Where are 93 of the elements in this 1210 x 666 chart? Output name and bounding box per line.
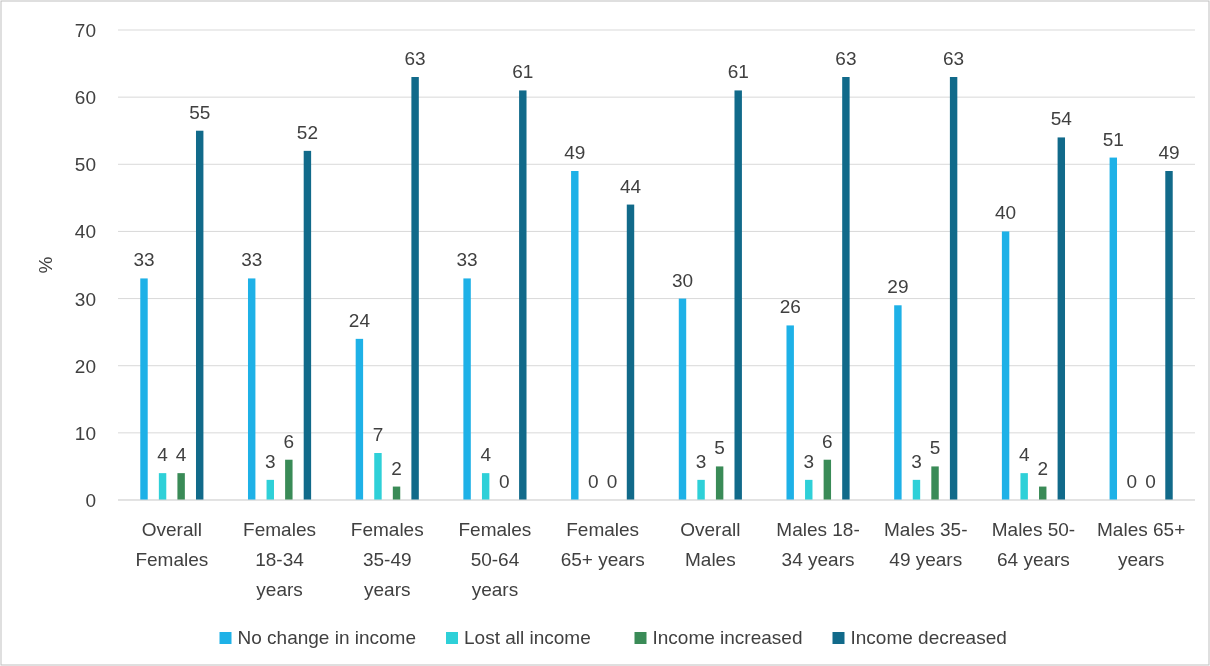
bar [1057,137,1066,500]
bar [158,473,167,500]
data-label: 0 [606,471,618,492]
data-label: 6 [283,430,295,452]
x-tick-label: Males 65+ years [1097,519,1186,570]
bar [931,466,939,500]
data-label: 40 [995,202,1017,224]
y-tick-label: 40 [74,221,96,243]
data-label: 63 [943,48,965,69]
data-label: 5 [714,437,725,459]
x-tick-label: Males 35-49 years [884,519,968,570]
bar [1020,473,1028,500]
bar [949,77,958,500]
bar [463,278,471,500]
bar [411,77,419,500]
x-tick-label: Females 50-64 years [458,519,532,600]
bar [355,338,364,500]
data-label: 0 [1145,471,1156,492]
bar [571,171,579,500]
x-tick-label: Females 65+ years [560,519,645,570]
bar [786,325,794,500]
bar [1001,231,1010,500]
bar [823,459,832,500]
legend-label: Income decreased [850,627,1007,648]
data-label: 3 [911,450,922,472]
x-tick-label: Females 35-49 years [350,519,424,600]
data-label: 33 [456,249,478,271]
data-label: 51 [1102,128,1124,150]
data-label: 55 [189,101,211,123]
data-label: 2 [391,457,402,479]
bar [195,130,204,500]
data-label: 4 [480,444,492,466]
data-label: 61 [512,61,534,83]
y-tick-label: 0 [85,490,96,511]
data-label: 30 [671,269,694,291]
data-label: 4 [1018,444,1030,466]
y-tick-label: 20 [74,355,96,377]
data-label: 33 [241,249,263,271]
y-tick-label: 60 [74,87,96,109]
data-label: 29 [887,276,909,298]
x-tick-label: Males 50-64 years [991,519,1076,570]
x-tick-label: Overall Females [135,519,209,570]
bar [285,459,293,500]
data-label: 26 [779,296,801,318]
data-label: 61 [727,61,749,83]
data-label: 2 [1037,457,1049,479]
data-label: 4 [175,444,187,466]
data-label: 0 [1126,471,1138,492]
data-label: 44 [619,175,642,197]
data-label: 7 [372,424,384,445]
x-tick-label: Males 18-34 years [776,519,860,570]
data-label: 52 [296,121,318,143]
bar [894,305,902,500]
data-label: 63 [404,48,426,69]
legend-label: Lost all income [464,627,591,648]
data-label: 4 [157,444,169,466]
bar [374,453,382,500]
y-tick-label: 30 [74,288,96,310]
data-label: 63 [835,48,857,69]
data-label: 3 [695,450,707,472]
bar [481,473,490,500]
bar [177,473,185,500]
y-tick-label: 10 [74,422,96,444]
bar [519,90,527,500]
data-label: 49 [564,142,586,163]
bar [715,466,724,500]
y-tick-label: 50 [74,154,96,176]
y-axis-title: % [35,256,56,274]
bar [697,479,705,500]
data-label: 54 [1050,108,1073,130]
data-label: 3 [803,450,815,472]
data-label: 0 [588,471,599,492]
bar [626,204,635,500]
data-label: 5 [929,437,941,459]
x-tick-label: Overall Males [680,519,741,570]
data-label: 3 [264,450,276,472]
bar [303,150,312,500]
legend-label: No change in income [237,627,416,648]
y-tick-label: 70 [74,20,96,41]
bar [842,77,850,500]
x-tick-label: Females 18-34 years [243,519,316,600]
bar [140,278,148,500]
data-label: 49 [1158,142,1180,163]
bar [678,298,687,500]
data-label: 24 [348,309,371,331]
bar [734,90,742,500]
bar [1165,171,1173,500]
legend-label: Income increased [652,627,803,648]
bar [1109,157,1118,500]
data-label: 6 [822,430,833,452]
data-label: 33 [133,249,155,271]
data-label: 0 [498,471,510,492]
bar [247,278,256,500]
